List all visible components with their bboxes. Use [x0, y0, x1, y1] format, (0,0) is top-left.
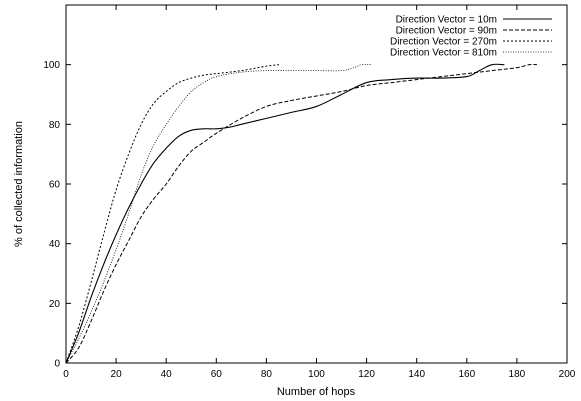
x-tick-label: 60	[211, 369, 223, 380]
series-line-2	[65, 64, 279, 364]
series-line-1	[65, 63, 537, 364]
legend-label-0: Direction Vector = 10m	[396, 15, 497, 26]
series-line-3	[65, 64, 372, 364]
x-tick-label: 100	[308, 369, 325, 380]
legend-label-3: Direction Vector = 810m	[390, 48, 497, 59]
x-tick-label: 200	[559, 369, 576, 380]
axis-ticks: 0 20 40 60 80 100 120 140 160 180 200 0 20 40 60 80 100	[43, 5, 576, 380]
x-tick-label: 40	[161, 369, 173, 380]
x-tick-label: 140	[408, 369, 425, 380]
y-tick-label: 40	[49, 239, 61, 250]
x-tick-label: 0	[63, 369, 69, 380]
y-tick-label: 100	[43, 60, 60, 71]
y-tick-label: 60	[49, 180, 61, 191]
x-tick-label: 160	[458, 369, 475, 380]
x-tick-label: 180	[509, 369, 526, 380]
x-tick-label: 80	[261, 369, 273, 380]
series-line-0	[65, 63, 505, 364]
x-axis-label: Number of hops	[277, 386, 356, 398]
y-tick-label: 0	[54, 359, 60, 370]
x-tick-label: 120	[358, 369, 375, 380]
legend-label-2: Direction Vector = 270m	[390, 37, 497, 48]
legend-label-1: Direction Vector = 90m	[396, 26, 497, 37]
y-tick-label: 20	[49, 299, 61, 310]
x-tick-label: 20	[111, 369, 123, 380]
y-axis-label: % of collected information	[13, 121, 25, 247]
series-lines	[65, 63, 537, 364]
y-tick-label: 80	[49, 120, 61, 131]
